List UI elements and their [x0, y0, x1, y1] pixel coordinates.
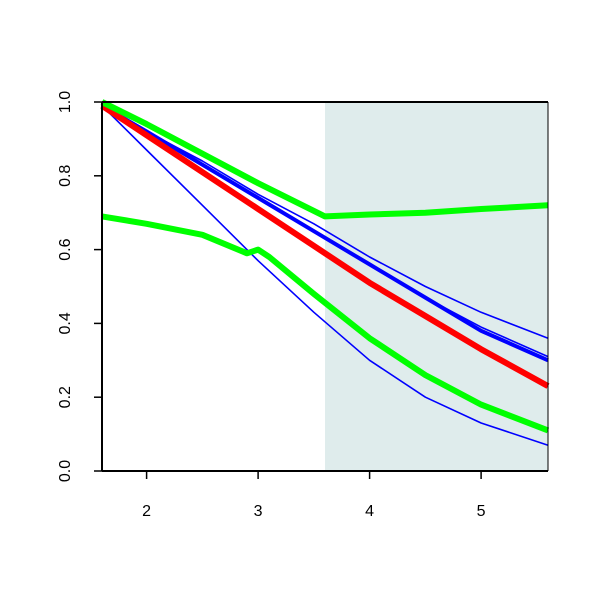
- x-tick-label: 3: [254, 503, 263, 520]
- series-line-5: [100, 103, 550, 389]
- series-line-3: [100, 103, 549, 363]
- y-tick-label: 0.4: [57, 312, 74, 334]
- y-tick-label: 0.6: [57, 238, 74, 260]
- series-line-1: [101, 105, 549, 446]
- series-layer: [100, 99, 550, 446]
- series-line-6: [100, 99, 549, 220]
- series-line-7: [101, 213, 550, 434]
- shaded-region-layer: [325, 102, 548, 471]
- x-tick-label: 2: [142, 503, 151, 520]
- y-tick-label: 0.2: [57, 386, 74, 408]
- y-tick-label: 0.8: [57, 165, 74, 187]
- y-tick-label: 0.0: [57, 460, 74, 482]
- shaded-region: [325, 102, 548, 471]
- y-tick-label: 1.0: [57, 91, 74, 113]
- x-tick-label: 5: [477, 503, 486, 520]
- x-tick-label: 4: [365, 503, 374, 520]
- axes-layer: 2 3 4 5 0.0 0.2 0.4 0.6 0.8 1.0: [57, 91, 549, 520]
